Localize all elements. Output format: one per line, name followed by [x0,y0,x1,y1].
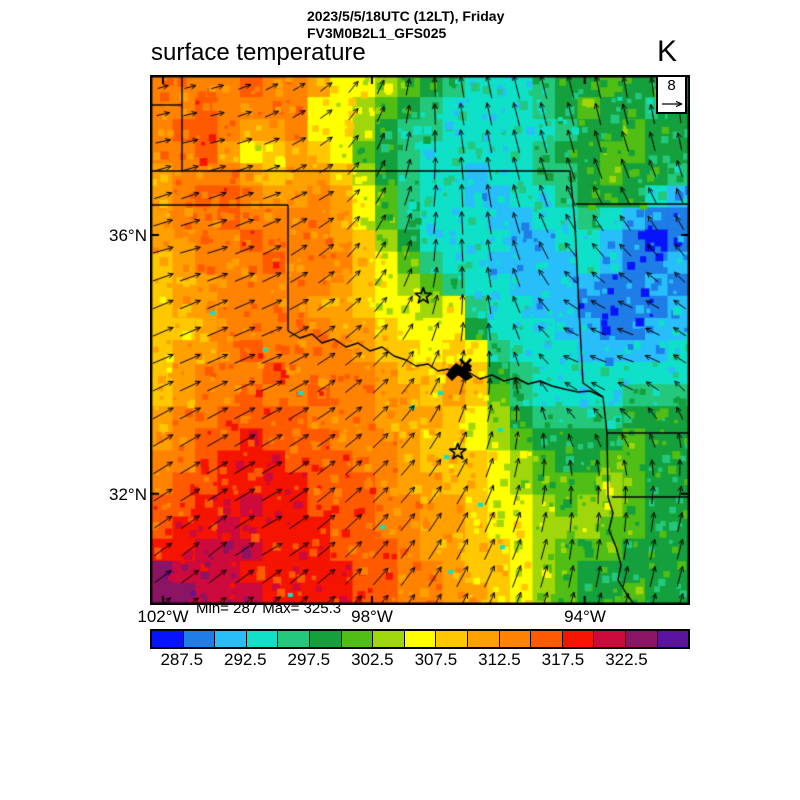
wind-reference-box: 8 [656,75,687,114]
title-datetime: 2023/5/5/18UTC (12LT), Friday [307,8,505,24]
title-block: 2023/5/5/18UTC (12LT), Friday FV3M0B2L1_… [307,8,504,42]
wind-reference-value: 8 [667,77,676,94]
lon-label-98w: 98°W [351,607,393,626]
colorbar-tick-label: 317.5 [541,650,585,669]
colorbar-tick-label: 307.5 [414,650,458,669]
colorbar-tick-label: 312.5 [478,650,521,669]
wind-reference-arrow-icon [662,100,683,108]
colorbar-segment [498,631,531,647]
colorbar-tick-label: 287.5 [160,650,204,669]
colorbar-tick-label: 322.5 [605,650,648,669]
colorbar-segment [308,631,341,647]
colorbar-segment [245,631,278,647]
colorbar-segment [403,631,436,647]
colorbar-tick-labels: 287.5 292.5 297.5 302.5 307.5 312.5 317.5 322.5 [150,650,690,670]
colorbar-segment [656,631,689,647]
colorbar-segment [152,631,183,647]
map-area [150,75,690,605]
colorbar-segment [593,631,625,647]
colorbar-tick-label: 292.5 [224,650,267,669]
temperature-map-canvas [150,75,690,605]
colorbar-segment [372,631,404,647]
colorbar-segment [214,631,246,647]
colorbar-segment [624,631,657,647]
colorbar-segment [466,631,499,647]
colorbar-segment [435,631,467,647]
colorbar-tick-label: 297.5 [287,650,331,669]
variable-title: surface temperature [151,39,366,66]
colorbar-segment [182,631,215,647]
colorbar-segment [277,631,309,647]
title-model: FV3M0B2L1_GFS025 [307,25,447,41]
colorbar-segment [530,631,562,647]
lon-label-102w: 102°W [137,607,189,626]
colorbar-tick-label: 302.5 [351,650,394,669]
lat-label-32n: 32°N [109,485,147,504]
lat-label-36n: 36°N [109,226,147,245]
lon-label-94w: 94°W [564,607,606,626]
units-label: K [657,35,678,68]
colorbar-segment [340,631,373,647]
colorbar-segment [561,631,594,647]
minmax-stats: Min= 287 Max= 325.3 [196,600,342,617]
colorbar [150,629,690,649]
